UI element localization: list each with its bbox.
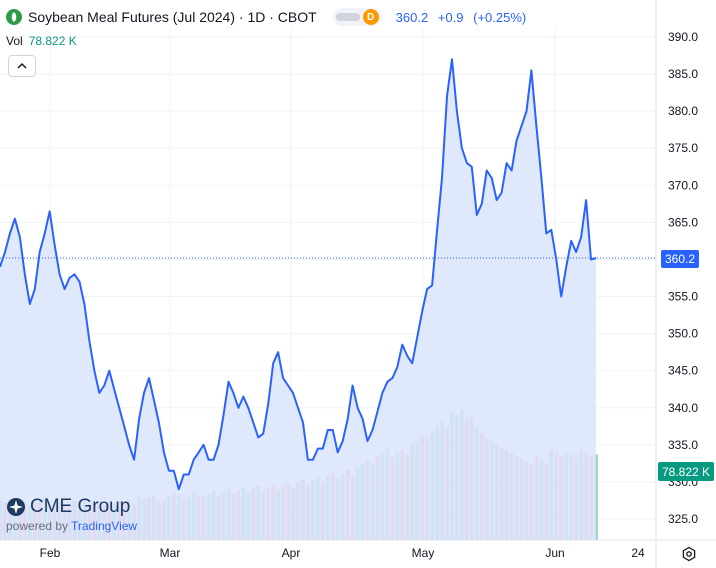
volume-value: 78.822 K — [28, 34, 77, 48]
x-tick-label: May — [412, 546, 435, 560]
price-axis-label: 360.2 — [661, 250, 699, 268]
y-tick-label: 380.0 — [668, 104, 698, 118]
symbol-title[interactable]: Soybean Meal Futures (Jul 2024) · 1D · C… — [28, 9, 317, 25]
y-tick-label: 385.0 — [668, 67, 698, 81]
price-area-fill — [0, 59, 596, 540]
y-tick-label: 370.0 — [668, 178, 698, 192]
logo-icon — [6, 9, 22, 25]
last-price: 360.2 — [395, 9, 429, 25]
quote-values: 360.2 +0.9 (+0.25%) — [396, 10, 533, 25]
settings-icon — [682, 546, 696, 562]
interval-pill[interactable]: D — [332, 8, 382, 26]
y-tick-label: 365.0 — [668, 215, 698, 229]
x-tick-label: Feb — [40, 546, 61, 560]
y-tick-label: 355.0 — [668, 290, 698, 304]
watermark-brand: CME Group — [30, 496, 131, 517]
price-line — [0, 58, 597, 491]
price-change: +0.9 — [437, 9, 464, 25]
price-change-pct: (+0.25%) — [473, 9, 527, 25]
pill-dot — [335, 13, 360, 21]
x-tick-label: Apr — [282, 546, 301, 560]
watermark-tv: TradingView — [71, 519, 138, 533]
volume-legend: Vol 78.822 K — [6, 34, 77, 48]
chart-header: Soybean Meal Futures (Jul 2024) · 1D · C… — [6, 6, 532, 28]
x-tick-label: Mar — [160, 546, 181, 560]
y-tick-label: 375.0 — [668, 141, 698, 155]
y-tick-label: 325.0 — [668, 512, 698, 526]
volume-label: Vol — [6, 34, 23, 48]
x-tick-label: 24 — [631, 546, 645, 560]
watermark[interactable]: CME Group powered by TradingView — [6, 496, 137, 533]
x-tick-label: Jun — [545, 546, 564, 560]
collapse-legend-button[interactable] — [8, 55, 36, 77]
cme-logo-icon — [7, 498, 25, 516]
chevron-up-icon — [17, 62, 27, 69]
y-tick-label: 340.0 — [668, 401, 698, 415]
y-tick-label: 390.0 — [668, 30, 698, 44]
y-tick-label: 335.0 — [668, 438, 698, 452]
volume-axis-label: 78.822 K — [658, 462, 714, 481]
y-tick-label: 350.0 — [668, 327, 698, 341]
settings-button[interactable] — [680, 545, 698, 563]
interval-badge: D — [362, 9, 379, 25]
watermark-powered: powered by — [6, 519, 69, 533]
y-tick-label: 345.0 — [668, 364, 698, 378]
